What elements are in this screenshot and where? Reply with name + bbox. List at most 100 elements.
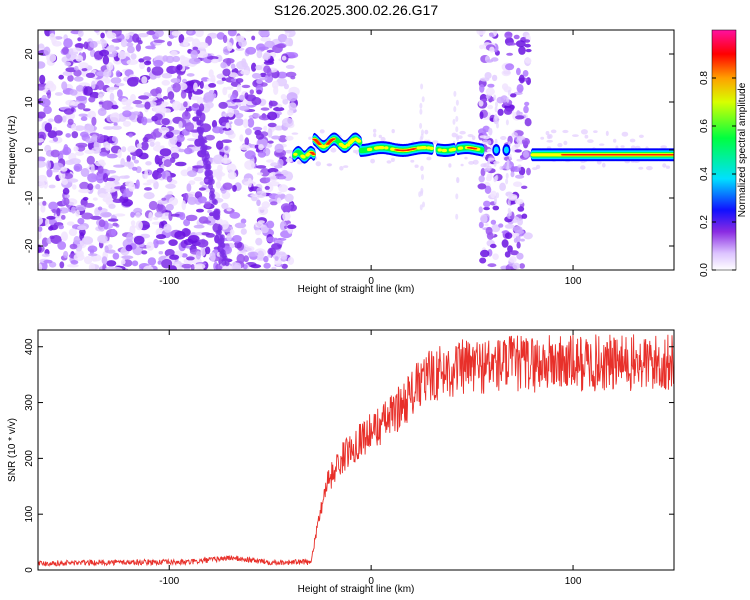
heatmap-cell bbox=[514, 198, 524, 205]
heatmap-cell bbox=[111, 136, 117, 142]
heatmap-cell bbox=[77, 103, 86, 110]
heatmap-cell bbox=[187, 170, 197, 178]
heatmap-cell bbox=[273, 106, 285, 112]
heatmap-cell bbox=[216, 173, 222, 182]
heatmap-cell bbox=[242, 118, 249, 128]
heatmap-cell bbox=[171, 30, 182, 37]
heatmap-cell bbox=[646, 166, 653, 171]
heatmap-cell bbox=[420, 83, 424, 90]
heatmap-cell bbox=[272, 44, 283, 54]
heatmap-cell bbox=[143, 92, 150, 96]
heatmap-cell bbox=[203, 92, 215, 102]
heatmap-cell bbox=[638, 134, 644, 138]
heatmap-cell bbox=[496, 192, 500, 199]
heatmap-cell bbox=[484, 185, 492, 194]
heatmap-cell bbox=[101, 100, 114, 110]
heatmap-cell bbox=[179, 55, 186, 61]
heatmap-cell bbox=[114, 213, 126, 217]
heatmap-cell bbox=[230, 63, 236, 70]
heatmap-cell bbox=[134, 184, 139, 189]
heatmap-cell bbox=[106, 45, 116, 52]
heatmap-cell bbox=[49, 235, 55, 240]
heatmap-cell bbox=[126, 45, 135, 54]
heatmap-cell bbox=[479, 111, 484, 120]
heatmap-cell bbox=[493, 30, 498, 37]
heatmap-cell bbox=[144, 187, 152, 191]
heatmap-cell bbox=[130, 94, 136, 102]
heatmap-cell bbox=[90, 163, 95, 174]
heatmap-cell bbox=[422, 146, 427, 150]
heatmap-cell bbox=[244, 150, 256, 160]
heatmap-cell bbox=[113, 164, 125, 168]
heatmap-cell bbox=[58, 207, 70, 214]
heatmap-cell bbox=[572, 134, 579, 138]
heatmap-cell bbox=[222, 68, 231, 77]
heatmap-cell bbox=[331, 138, 336, 140]
heatmap-cell bbox=[205, 153, 210, 160]
heatmap-cell bbox=[621, 131, 629, 137]
x-tick-label: -100 bbox=[159, 576, 179, 587]
heatmap-cell bbox=[276, 175, 287, 180]
heatmap-cell bbox=[629, 138, 636, 143]
heatmap-cell bbox=[130, 53, 137, 60]
heatmap-cell bbox=[186, 256, 195, 261]
heatmap-cell bbox=[264, 40, 275, 49]
heatmap-cell bbox=[63, 108, 74, 115]
heatmap-cell bbox=[143, 60, 152, 66]
heatmap-cell bbox=[222, 255, 228, 262]
heatmap-cell bbox=[74, 165, 81, 171]
heatmap-cell bbox=[132, 111, 141, 116]
heatmap-cell bbox=[54, 212, 64, 222]
heatmap-cell bbox=[301, 155, 306, 159]
heatmap-cell bbox=[187, 196, 197, 205]
heatmap-cell bbox=[63, 38, 73, 49]
heatmap-cell bbox=[494, 198, 497, 205]
heatmap-cell bbox=[61, 81, 68, 91]
heatmap-cell bbox=[112, 198, 124, 203]
heatmap-cell bbox=[206, 78, 216, 82]
heatmap-cell bbox=[126, 42, 134, 47]
heatmap-cell bbox=[315, 141, 320, 143]
heatmap-cell bbox=[212, 199, 218, 206]
heatmap-cell bbox=[484, 223, 489, 227]
heatmap-cell bbox=[63, 250, 69, 259]
heatmap-cell bbox=[169, 254, 180, 260]
heatmap-cell bbox=[255, 237, 263, 246]
heatmap-cell bbox=[52, 136, 59, 142]
heatmap-cell bbox=[236, 253, 245, 264]
heatmap-cell bbox=[515, 115, 525, 120]
heatmap-cell bbox=[453, 106, 457, 113]
heatmap-cell bbox=[44, 82, 57, 92]
heatmap-cell bbox=[239, 144, 250, 151]
heatmap-cell bbox=[488, 127, 493, 136]
heatmap-cell bbox=[285, 135, 294, 141]
heatmap-cell bbox=[271, 266, 277, 270]
heatmap-cell bbox=[184, 122, 195, 132]
heatmap-cell bbox=[235, 78, 244, 83]
heatmap-cell bbox=[158, 251, 164, 255]
heatmap-cell bbox=[103, 126, 114, 130]
heatmap-cell bbox=[488, 157, 495, 162]
colorbar-tick-label: 0.0 bbox=[699, 263, 710, 277]
heatmap-cell bbox=[131, 225, 136, 229]
heatmap-cell bbox=[451, 132, 457, 138]
heatmap-cell bbox=[168, 211, 173, 221]
heatmap-cell bbox=[111, 125, 122, 130]
x-tick-label: -100 bbox=[159, 276, 179, 287]
heatmap-cell bbox=[178, 34, 185, 44]
heatmap-cell bbox=[422, 201, 425, 208]
heatmap-cell bbox=[506, 96, 510, 103]
heatmap-cell bbox=[109, 112, 120, 123]
heatmap-cell bbox=[236, 60, 248, 70]
heatmap-cell bbox=[157, 93, 162, 99]
heatmap-cell bbox=[203, 220, 212, 224]
colorbar-ticks: 0.0 0.2 0.4 0.6 0.8 bbox=[699, 71, 736, 277]
heatmap-cell bbox=[494, 106, 498, 113]
heatmap-cell bbox=[111, 38, 122, 43]
heatmap-cell bbox=[38, 230, 42, 240]
heatmap-cell bbox=[61, 214, 66, 220]
heatmap-cell bbox=[256, 50, 263, 59]
heatmap-cell bbox=[280, 94, 287, 100]
heatmap-cell bbox=[478, 99, 484, 107]
